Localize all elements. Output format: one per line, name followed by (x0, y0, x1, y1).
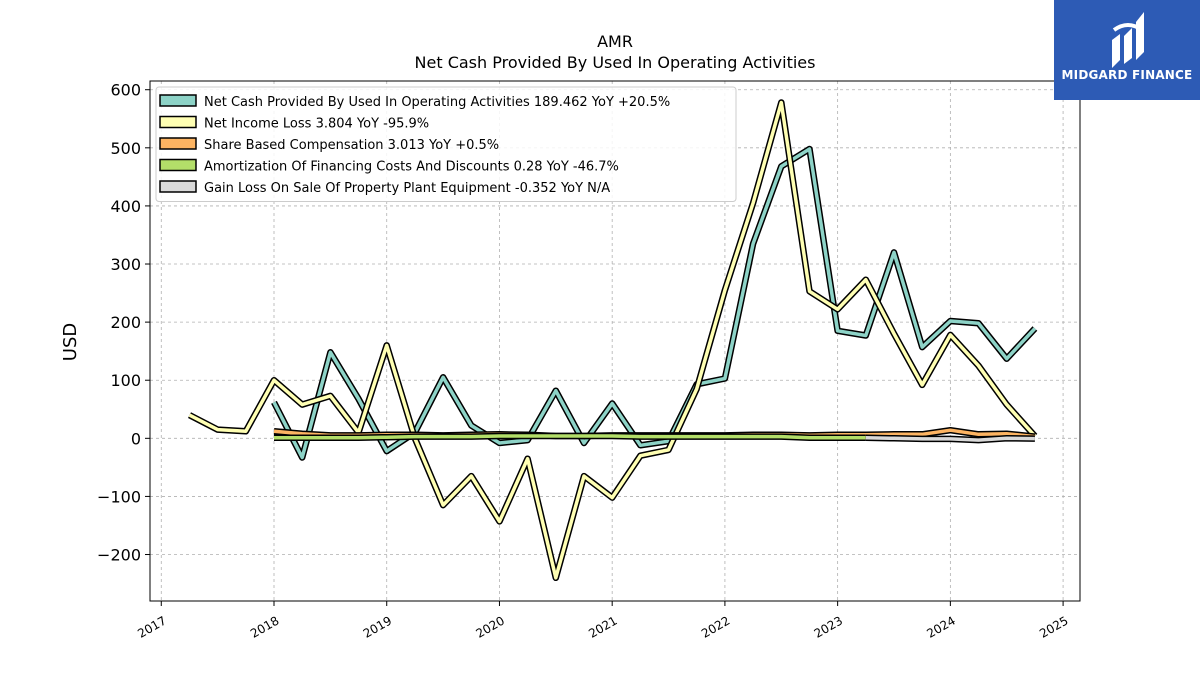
chart-title: AMR (597, 32, 633, 51)
x-tick-label: 2019 (361, 613, 394, 640)
legend-entry: Net Cash Provided By Used In Operating A… (204, 95, 670, 110)
legend: Net Cash Provided By Used In Operating A… (155, 86, 737, 202)
x-tick-label: 2023 (812, 613, 845, 640)
x-tick-label: 2024 (924, 613, 957, 640)
y-tick-label: −200 (97, 546, 141, 565)
y-axis-label: USD (60, 323, 81, 361)
series-2 (188, 99, 1038, 582)
legend-swatch (159, 94, 197, 107)
y-tick-label: 300 (110, 255, 141, 274)
legend-entry: Share Based Compensation 3.013 YoY +0.5% (204, 138, 499, 153)
chart-subtitle: Net Cash Provided By Used In Operating A… (415, 53, 816, 72)
x-tick-label: 2020 (474, 613, 507, 640)
logo-wordmark: MIDGARD FINANCE (1061, 68, 1193, 82)
legend-entry: Gain Loss On Sale Of Property Plant Equi… (204, 181, 610, 196)
series-line (272, 147, 1037, 460)
y-tick-label: 400 (110, 197, 141, 216)
legend-entry: Net Income Loss 3.804 YoY -95.9% (204, 117, 429, 132)
x-tick-label: 2022 (699, 613, 732, 640)
series-line (865, 435, 1035, 442)
series-line (274, 434, 866, 440)
legend-swatch (159, 137, 197, 150)
y-tick-label: 100 (110, 371, 141, 390)
plot-frame (149, 80, 1081, 602)
y-tick-label: 0 (131, 429, 141, 448)
x-tick-label: 2018 (248, 613, 281, 640)
x-tick-label: 2025 (1037, 613, 1070, 640)
y-tick-label: 500 (110, 139, 141, 158)
logo-mark-icon (1112, 12, 1144, 68)
x-tick-label: 2021 (586, 613, 619, 640)
legend-box (155, 86, 737, 202)
legend-swatch (159, 115, 197, 129)
legend-entry: Amortization Of Financing Costs And Disc… (204, 160, 619, 175)
series-1 (271, 145, 1038, 461)
y-tick-label: −100 (97, 487, 141, 506)
series-line (188, 100, 1037, 580)
series-4 (274, 432, 866, 441)
y-tick-label: 600 (110, 81, 141, 100)
legend-swatch (159, 158, 197, 172)
series-5 (865, 434, 1035, 444)
y-tick-label: 200 (110, 313, 141, 332)
legend-swatch (159, 180, 197, 193)
x-tick-label: 2017 (135, 613, 168, 640)
midgard-finance-logo: MIDGARD FINANCE (1054, 0, 1200, 100)
